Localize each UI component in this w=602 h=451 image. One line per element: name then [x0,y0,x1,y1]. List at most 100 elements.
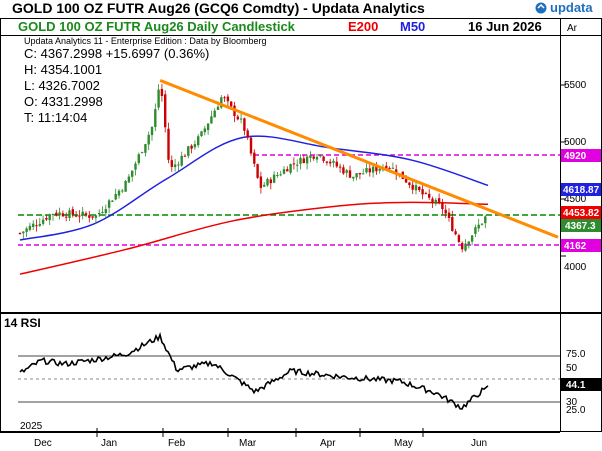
candle-down [388,167,391,169]
candle-up [355,173,358,178]
logo-mark-icon [535,2,547,14]
value-label-4162: 4162 [564,241,587,252]
price-tick-label: 4000 [564,262,587,273]
price-tick-label: 5500 [564,80,587,91]
value-label-e200: 4453.82 [563,208,600,219]
candle-down [164,94,167,128]
e200-line [19,201,489,275]
candle-up [467,241,470,245]
candle-down [358,172,362,175]
axis-unit-label: Ar [567,23,578,34]
candle-up [101,211,104,213]
m50-line [19,135,489,241]
time-axis: 2025 Dec Jan Feb Mar Apr May Jun [0,421,560,449]
month-label: Apr [320,438,336,449]
candle-down [65,216,68,218]
candle-down [223,97,226,99]
close-readout: C: 4367.2998 +15.6997 (0.36%) [24,46,209,61]
candle-down [385,165,388,170]
candle-down [230,101,233,107]
candle-down [431,198,434,203]
year-label: 2025 [20,421,43,432]
candle-up [279,174,282,176]
candle-up [365,168,368,173]
candle-down [170,160,173,167]
rsi-tick-label: 50 [566,363,578,374]
candle-down [325,161,329,163]
candle-up [289,164,292,173]
candle-down [160,88,164,96]
downtrend-line [159,79,559,239]
value-label-4920: 4920 [564,151,587,162]
candle-up [299,157,302,164]
candle-down [424,193,428,195]
candle-up [147,134,150,145]
candle-down [302,158,305,163]
candle-up [282,169,286,174]
candle-down [444,209,447,214]
candle-down [190,145,193,149]
candle-up [41,219,45,224]
price-axis: 5500 5000 4500 4000 [560,80,587,273]
candle-up [266,178,269,186]
candle-up [134,163,137,170]
candle-up [206,123,210,131]
value-box-4162: 4162 [561,239,601,252]
candle-up [117,190,121,196]
candle-up [121,190,124,192]
value-box-m50: 4618.87 [561,183,601,196]
candle-up [38,224,41,226]
candle-up [25,228,28,232]
time-readout: T: 11:14:04 [24,110,87,125]
candle-up [484,216,487,224]
value-box-last: 4367.3 [561,219,601,232]
candle-down [404,178,408,183]
candle-up [477,224,480,229]
candle-up [32,223,35,228]
high-readout: H: 4354.1001 [24,62,102,77]
candle-up [137,154,140,164]
candle-up [124,181,127,192]
month-label: May [394,438,413,449]
legend-m50: M50 [400,19,425,34]
candle-up [378,168,381,171]
candle-down [342,167,345,174]
candle-up [127,176,131,183]
candle-down [437,198,441,204]
candle-down [428,193,431,198]
candle-up [22,231,25,234]
candle-up [239,118,243,120]
month-label: Dec [34,438,52,449]
candle-down [338,166,342,168]
candle-up [81,211,84,216]
candle-down [418,186,421,191]
month-label: Mar [239,438,257,449]
chart-date: 16 Jun 2026 [468,19,542,34]
rsi-line [19,332,489,410]
candle-up [414,185,418,191]
chart-subtitle: GOLD 100 OZ FUTR Aug26 Daily Candlestick [18,19,296,34]
candle-up [187,146,190,156]
candle-down [74,215,78,217]
value-label-last: 4367.3 [565,221,596,232]
candle-up [220,97,223,108]
brand-name: updata [550,0,593,15]
candle-down [61,213,65,217]
candle-up [332,160,335,163]
candle-down [183,155,187,157]
candle-up [28,225,32,230]
candle-up [177,164,180,166]
candle-down [348,170,352,178]
candle-down [292,163,296,165]
candle-down [226,96,230,102]
candle-up [203,128,206,133]
candle-up [371,166,375,173]
candle-up [200,131,203,137]
candle-down [18,232,22,234]
candle-up [107,200,111,208]
edition-text: Updata Analytics 11 - Enterprise Edition… [24,36,266,46]
candle-up [352,176,355,179]
candle-down [286,169,289,172]
candle-up [263,184,266,187]
rsi-axis: 75.0 50 30 25.0 [566,349,586,416]
